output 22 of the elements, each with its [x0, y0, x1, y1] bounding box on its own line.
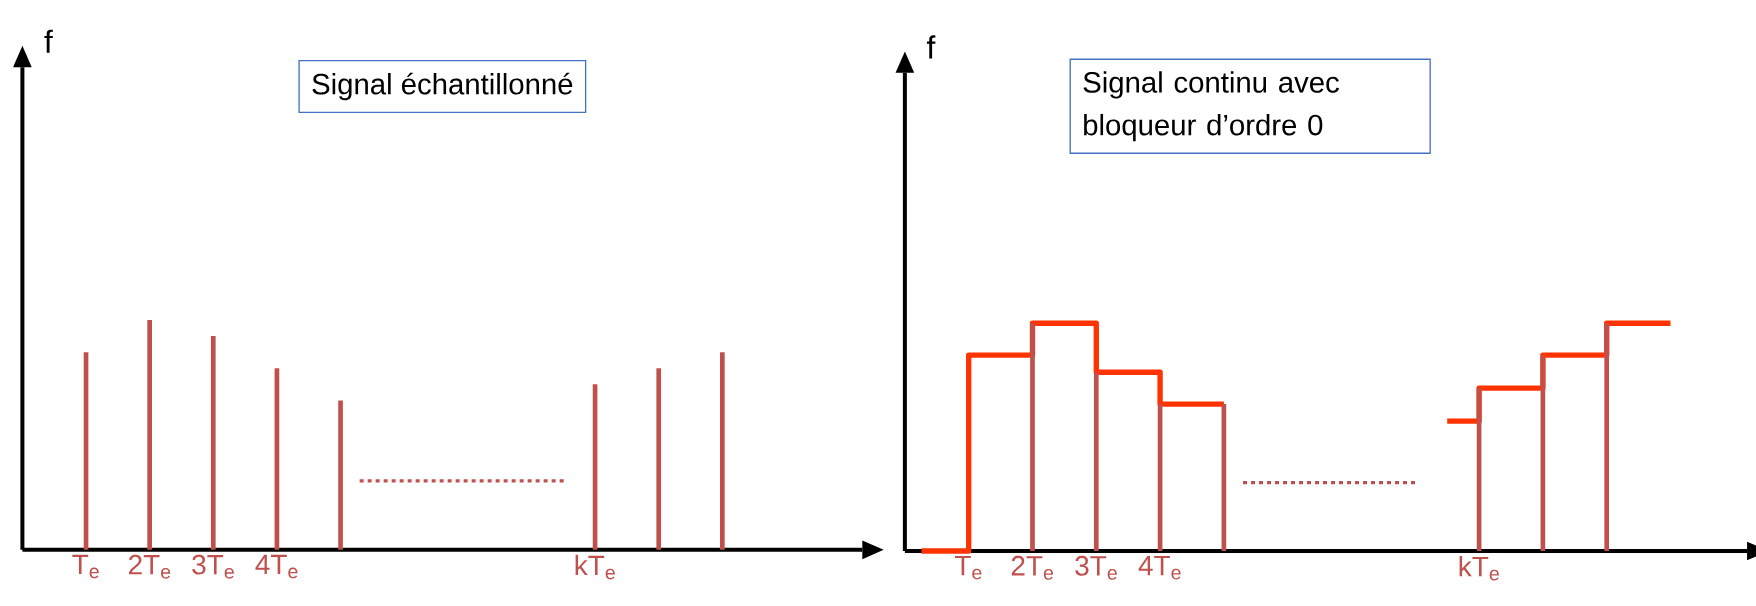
x-tick-label: 2T$_{e}$: [128, 554, 171, 579]
y-axis-title: f: [44, 29, 53, 53]
chart-title: Signal échantillonné: [312, 72, 573, 101]
x-tick-label: T$_{e}$: [72, 554, 99, 579]
x-tick-label: kT$_{e}$: [575, 554, 615, 580]
x-tick-label: 3T$_{e}$: [1075, 555, 1117, 580]
bar: [1604, 323, 1610, 552]
bar: [656, 368, 662, 550]
x-tick-label: 3T$_{e}$: [192, 554, 234, 579]
bar: [1030, 323, 1035, 552]
bar: [720, 352, 725, 550]
x-tick-label: 4T$_{e}$: [255, 554, 298, 579]
y-axis-title: f: [926, 35, 936, 59]
x-tick-label: 2T$_{e}$: [1011, 555, 1054, 580]
x-tick-label: 4T$_{e}$: [1138, 555, 1181, 580]
bar: [1093, 372, 1099, 552]
x-tick-label: T$_{e}$: [954, 555, 982, 580]
bar: [210, 336, 216, 550]
x-tick-label: kT$_{e}$: [1459, 555, 1499, 581]
chart-title: Signal continu avec bloqueur d’ordre 0: [1083, 71, 1339, 142]
bar: [338, 400, 343, 550]
bar: [147, 320, 152, 550]
